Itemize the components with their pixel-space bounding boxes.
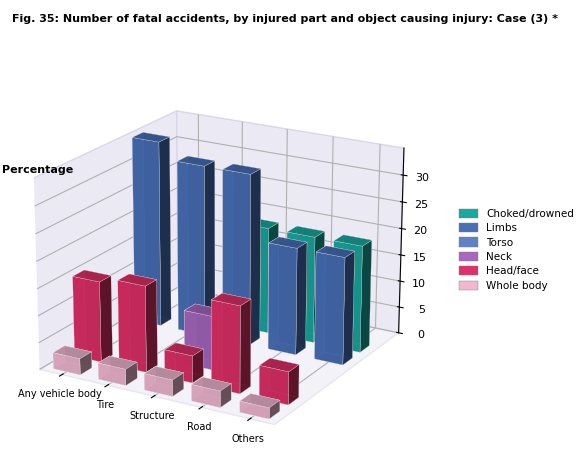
Legend: Choked/drowned, Limbs, Torso, Neck, Head/face, Whole body: Choked/drowned, Limbs, Torso, Neck, Head… bbox=[459, 209, 574, 291]
Text: Fig. 35: Number of fatal accidents, by injured part and object causing injury: C: Fig. 35: Number of fatal accidents, by i… bbox=[12, 14, 558, 24]
Text: Percentage: Percentage bbox=[2, 164, 73, 175]
